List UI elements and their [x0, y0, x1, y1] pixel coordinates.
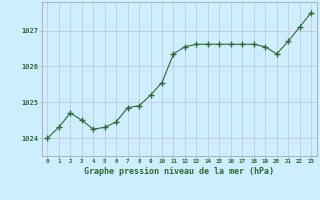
X-axis label: Graphe pression niveau de la mer (hPa): Graphe pression niveau de la mer (hPa) [84, 167, 274, 176]
